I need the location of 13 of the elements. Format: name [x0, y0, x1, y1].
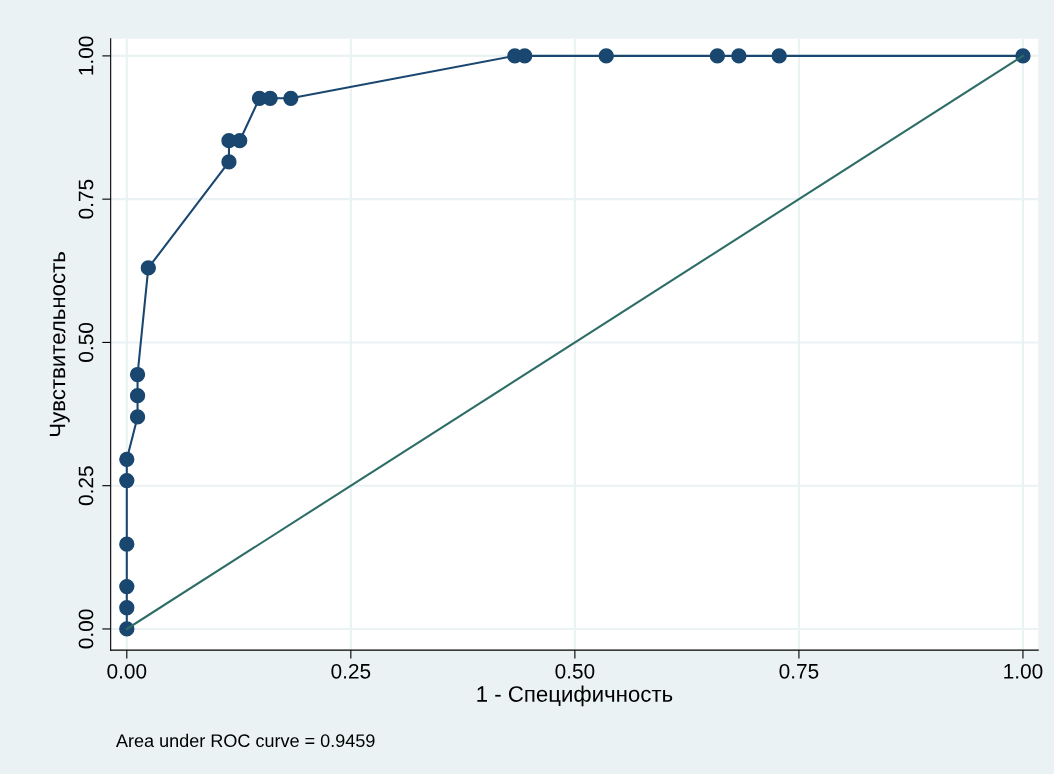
x-tick-label: 0.25 [331, 663, 371, 679]
y-tick-label: 1.00 [78, 36, 94, 75]
y-tick-label: 0.25 [78, 466, 94, 506]
y-tick-label: 0.50 [78, 322, 94, 362]
x-axis-title: 1 - Специфичность [477, 685, 673, 707]
y-tick-label: 0.75 [78, 179, 94, 219]
x-tick-label: 0.75 [779, 663, 819, 679]
x-tick-label: 1.00 [1004, 663, 1043, 679]
x-tick-label: 0.50 [555, 663, 595, 679]
text: Area under ROC curve = 0.9459 [115, 733, 375, 748]
y-axis-title: Чувствительность [49, 252, 70, 436]
y-tick-label: 0.00 [78, 609, 94, 649]
x-tick-label: 0.00 [107, 663, 147, 679]
